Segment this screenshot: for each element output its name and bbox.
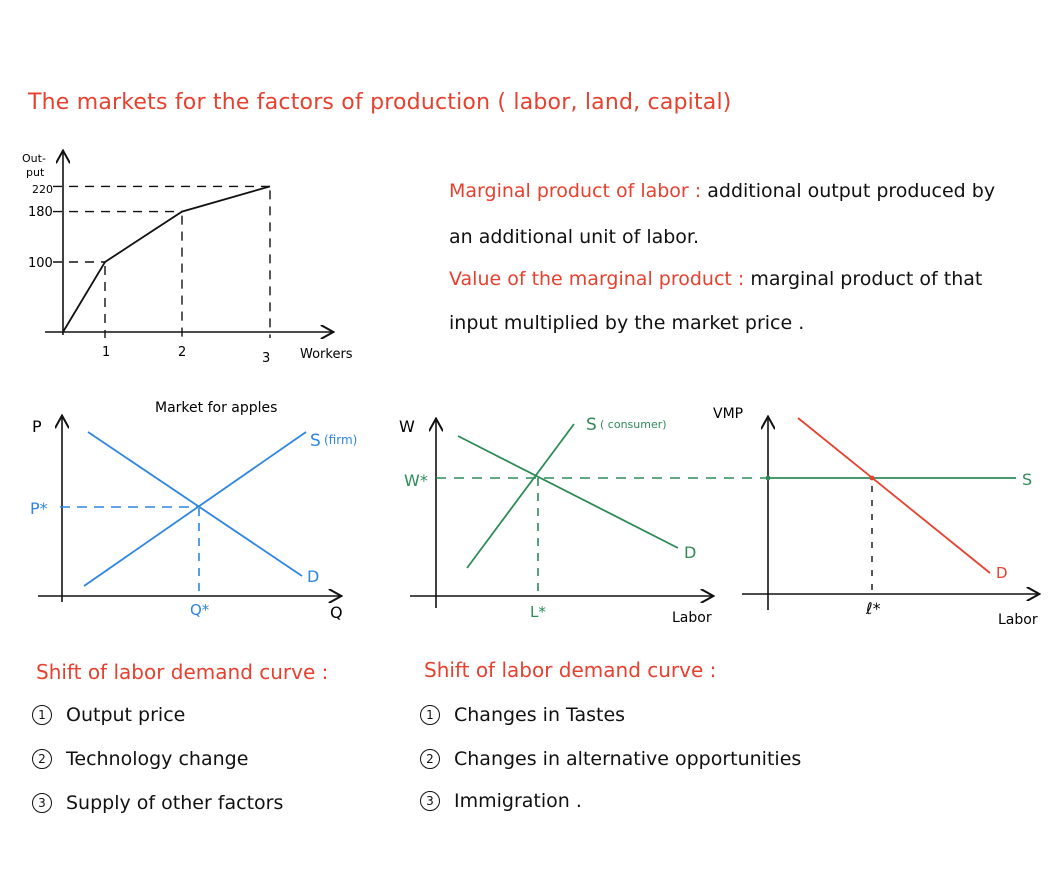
production-y-label-1: Out- — [22, 152, 46, 165]
number-circle-icon: 3 — [420, 791, 440, 811]
labor-w-eq-label: W* — [404, 471, 428, 490]
left-list-item-text: Output price — [66, 704, 186, 726]
mpl-text: additional output produced by — [707, 180, 996, 202]
production-guides — [53, 185, 271, 338]
left-list-heading: Shift of labor demand curve : — [36, 660, 329, 684]
mpl-definition-cont: an additional unit of labor. — [449, 226, 700, 248]
vmp-y-label: VMP — [713, 406, 743, 422]
right-list-item: 1 Changes in Tastes — [420, 704, 625, 726]
right-list-item: 2 Changes in alternative opportunities — [420, 748, 801, 770]
number-circle-icon: 2 — [420, 749, 440, 769]
vmp-definition-cont: input multiplied by the market price . — [449, 312, 805, 334]
labor-demand-curve — [457, 435, 679, 549]
vmp-w-dot — [765, 475, 771, 481]
right-list-item-text: Immigration . — [454, 790, 582, 812]
apples-x-label: Q — [330, 603, 343, 622]
production-y-label-2: put — [26, 166, 45, 179]
vmp-demand-curve — [797, 417, 991, 574]
apples-supply-label: S — [310, 431, 321, 451]
vmp-graph: VMP Labor S D ℓ* — [713, 406, 1038, 628]
production-x-label: Workers — [300, 347, 353, 362]
apples-market-graph: Market for apples P Q S (firm) D P* Q* — [30, 400, 357, 622]
apples-demand-curve — [87, 431, 303, 577]
vmp-eq-dot — [869, 475, 875, 481]
apples-supply-note: (firm) — [324, 433, 357, 447]
production-y-tick-180: 180 — [28, 205, 53, 220]
number-circle-icon: 1 — [32, 705, 52, 725]
right-list-item-text: Changes in Tastes — [454, 704, 626, 726]
production-y-tick-220: 220 — [32, 183, 53, 196]
vmp-text: marginal product of that — [750, 268, 983, 290]
apples-q-eq-label: Q* — [190, 601, 210, 619]
apples-y-label: P — [32, 417, 42, 436]
labor-l-eq-label: L* — [530, 603, 546, 621]
mpl-colon: : — [688, 180, 708, 202]
labor-market-graph: W Labor S ( consumer) D W* L* — [399, 415, 768, 626]
left-list-item: 3 Supply of other factors — [32, 792, 283, 814]
production-x-tick-2: 2 — [178, 345, 186, 360]
apples-supply-curve — [83, 431, 307, 587]
production-x-tick-1: 1 — [102, 345, 110, 360]
number-circle-icon: 2 — [32, 749, 52, 769]
production-graph: Out- put Workers 220 180 100 1 2 3 — [22, 152, 353, 366]
number-circle-icon: 3 — [32, 793, 52, 813]
vmp-term: Value of the marginal product — [449, 268, 732, 290]
left-list-item: 1 Output price — [32, 704, 185, 726]
right-list-heading: Shift of labor demand curve : — [424, 658, 717, 682]
mpl-definition: Marginal product of labor : additional o… — [449, 180, 995, 202]
vmp-definition: Value of the marginal product : marginal… — [449, 268, 982, 290]
vmp-x-label: Labor — [998, 612, 1038, 628]
left-list-item-text: Technology change — [66, 748, 249, 770]
right-list-item: 3 Immigration . — [420, 790, 582, 812]
production-y-tick-100: 100 — [28, 256, 53, 271]
left-list-item-text: Supply of other factors — [66, 792, 284, 814]
apples-p-eq-label: P* — [30, 499, 48, 518]
vmp-supply-label: S — [1022, 470, 1032, 489]
vmp-l-eq-label: ℓ* — [865, 599, 881, 618]
page-title: The markets for the factors of productio… — [28, 90, 732, 115]
labor-y-label: W — [399, 417, 415, 436]
production-curve — [62, 185, 271, 333]
labor-supply-label: S — [586, 415, 597, 435]
labor-supply-note: ( consumer) — [600, 418, 667, 431]
labor-demand-label: D — [684, 543, 696, 562]
apples-demand-label: D — [307, 567, 319, 586]
labor-x-label: Labor — [672, 610, 712, 626]
right-list-item-text: Changes in alternative opportunities — [454, 748, 802, 770]
vmp-colon: : — [731, 268, 751, 290]
mpl-term: Marginal product of labor — [449, 180, 689, 202]
vmp-demand-label: D — [996, 564, 1008, 582]
labor-supply-curve — [466, 423, 575, 569]
apples-title: Market for apples — [155, 400, 277, 416]
number-circle-icon: 1 — [420, 705, 440, 725]
production-x-tick-3: 3 — [262, 351, 270, 366]
left-list-item: 2 Technology change — [32, 748, 248, 770]
